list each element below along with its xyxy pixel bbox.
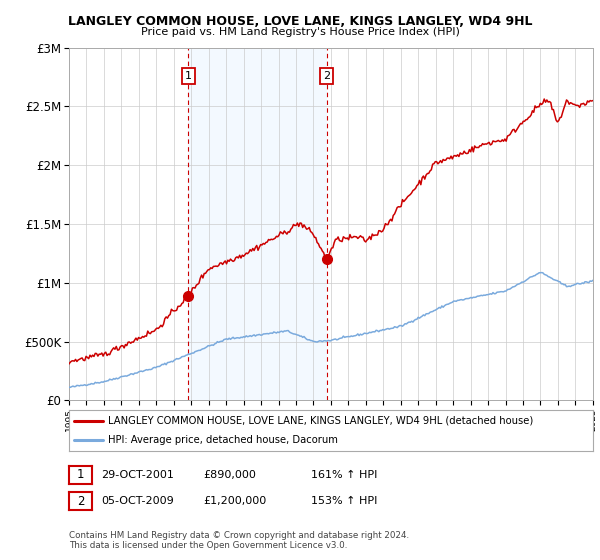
- Text: 2: 2: [323, 71, 330, 81]
- Text: 05-OCT-2009: 05-OCT-2009: [101, 496, 173, 506]
- Text: 153% ↑ HPI: 153% ↑ HPI: [311, 496, 377, 506]
- Text: LANGLEY COMMON HOUSE, LOVE LANE, KINGS LANGLEY, WD4 9HL (detached house): LANGLEY COMMON HOUSE, LOVE LANE, KINGS L…: [108, 416, 533, 426]
- Text: 1: 1: [77, 468, 84, 482]
- Text: Price paid vs. HM Land Registry's House Price Index (HPI): Price paid vs. HM Land Registry's House …: [140, 27, 460, 37]
- Text: 161% ↑ HPI: 161% ↑ HPI: [311, 470, 377, 480]
- Text: 29-OCT-2001: 29-OCT-2001: [101, 470, 173, 480]
- Text: Contains HM Land Registry data © Crown copyright and database right 2024.
This d: Contains HM Land Registry data © Crown c…: [69, 530, 409, 550]
- Text: HPI: Average price, detached house, Dacorum: HPI: Average price, detached house, Daco…: [108, 435, 338, 445]
- Text: 1: 1: [185, 71, 192, 81]
- Text: £890,000: £890,000: [203, 470, 256, 480]
- Bar: [188, 48, 326, 400]
- Text: LANGLEY COMMON HOUSE, LOVE LANE, KINGS LANGLEY, WD4 9HL: LANGLEY COMMON HOUSE, LOVE LANE, KINGS L…: [68, 15, 532, 27]
- Text: £1,200,000: £1,200,000: [203, 496, 266, 506]
- Text: 2: 2: [77, 494, 84, 508]
